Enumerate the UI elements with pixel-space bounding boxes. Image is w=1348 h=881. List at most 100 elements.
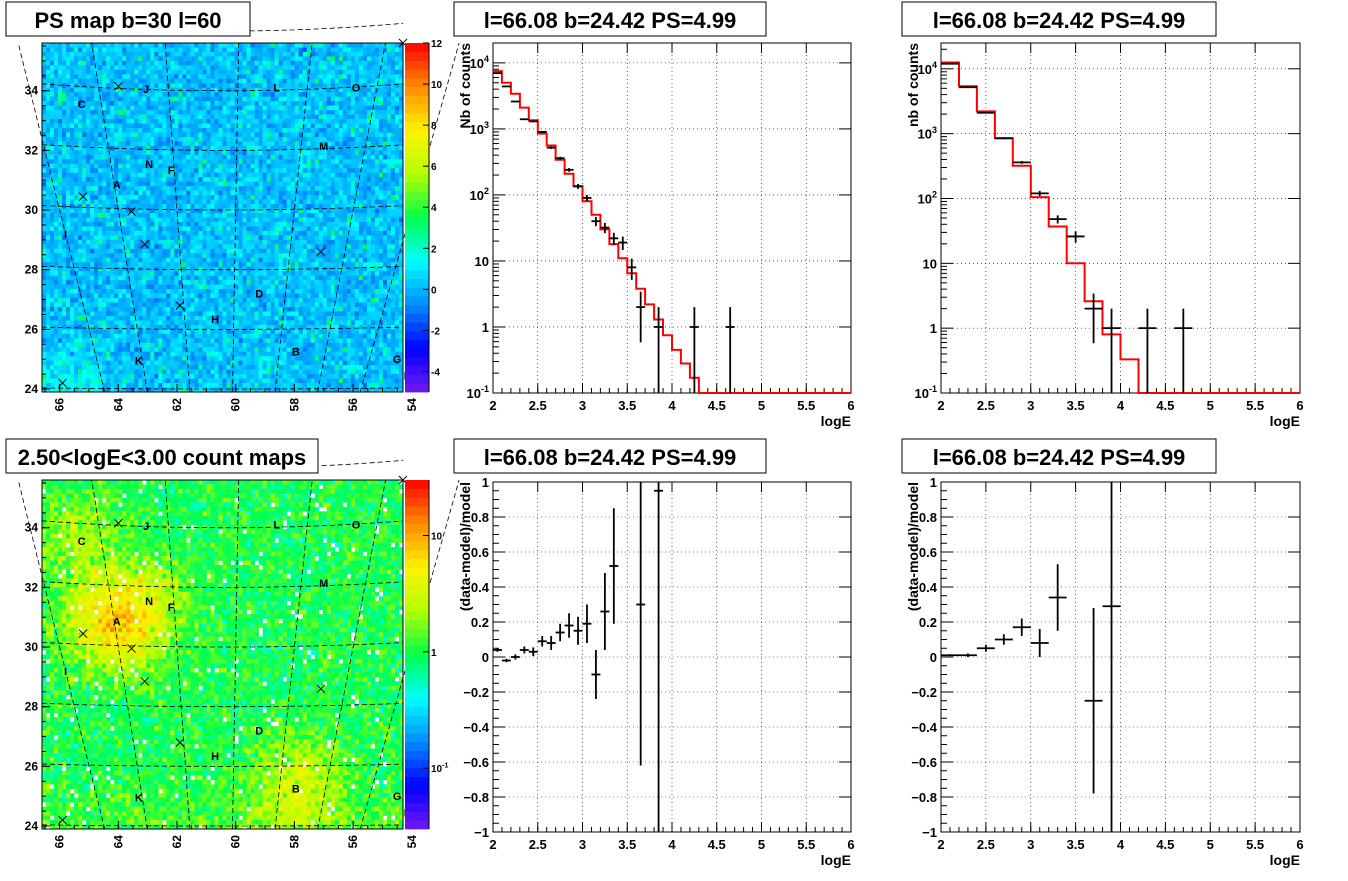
heatmap-cell [182, 172, 187, 178]
heatmap-cell [326, 226, 332, 232]
heatmap-cell [278, 271, 283, 276]
heatmap-cell [358, 190, 364, 196]
heatmap-cell [234, 271, 239, 276]
heatmap-cell [386, 230, 392, 236]
heatmap-cell [114, 114, 119, 120]
heatmap-cell [270, 280, 275, 285]
heatmap-cell [82, 204, 87, 209]
heatmap-cell [222, 284, 227, 290]
heatmap-cell [98, 69, 103, 75]
heatmap-cell [342, 132, 348, 138]
heatmap-cell [50, 280, 55, 285]
heatmap-cell [374, 105, 380, 111]
heatmap-cell [130, 280, 135, 285]
heatmap-cell [66, 226, 71, 232]
heatmap-cell [182, 56, 187, 62]
heatmap-cell [122, 181, 127, 187]
heatmap-cell [94, 163, 99, 169]
heatmap-cell [54, 87, 59, 93]
heatmap-cell [274, 96, 279, 102]
heatmap-cell [342, 65, 348, 71]
heatmap-cell [218, 190, 223, 196]
heatmap-cell [114, 284, 119, 290]
heatmap-cell [342, 172, 348, 178]
heatmap-cell [98, 248, 103, 254]
heatmap-cell [118, 92, 123, 97]
heatmap-cell [130, 289, 135, 294]
heatmap-cell [106, 248, 111, 254]
heatmap-cell [202, 114, 207, 120]
heatmap-cell [374, 244, 380, 250]
heatmap-cell [314, 119, 320, 124]
heatmap-cell [334, 132, 340, 138]
heatmap-cell [194, 235, 199, 241]
heatmap-cell [58, 190, 63, 196]
heatmap-cell [206, 226, 211, 232]
heatmap-cell [282, 92, 287, 97]
heatmap-cell [122, 289, 127, 294]
heatmap-cell [158, 230, 163, 236]
heatmap-cell [154, 92, 159, 97]
heatmap-cell [118, 47, 123, 53]
heatmap-cell [258, 145, 263, 151]
heatmap-cell [162, 248, 167, 254]
heatmap-cell [62, 190, 67, 196]
heatmap-cell [266, 204, 271, 209]
heatmap-cell [106, 262, 111, 268]
heatmap-cell [378, 284, 384, 290]
heatmap-cell [162, 289, 167, 294]
heatmap-cell [322, 168, 328, 174]
heatmap-cell [382, 154, 388, 160]
heatmap-cell [390, 181, 396, 187]
heatmap-cell [318, 96, 324, 102]
heatmap-cell [46, 266, 51, 272]
heatmap-cell [102, 253, 107, 259]
heatmap-cell [234, 87, 239, 93]
heatmap-cell [318, 56, 324, 62]
heatmap-cell [146, 69, 151, 75]
heatmap-cell [210, 199, 215, 205]
heatmap-cell [294, 195, 300, 200]
heatmap-cell [334, 92, 340, 97]
heatmap-cell [322, 132, 328, 138]
heatmap-cell [242, 78, 247, 84]
heatmap-cell [114, 60, 119, 66]
heatmap-cell [110, 128, 115, 133]
heatmap-cell [370, 204, 376, 209]
heatmap-cell [106, 114, 111, 120]
heatmap-cell [170, 226, 175, 232]
heatmap-cell [298, 43, 304, 48]
heatmap-cell [346, 114, 352, 120]
heatmap-cell [250, 56, 255, 62]
heatmap-cell [290, 280, 295, 285]
heatmap-cell [330, 266, 336, 272]
heatmap-cell [306, 92, 312, 97]
heatmap-cell [126, 230, 131, 236]
heatmap-cell [242, 284, 247, 290]
heatmap-cell [74, 248, 79, 254]
heatmap-cell [150, 244, 155, 250]
heatmap-cell [66, 47, 71, 53]
heatmap-cell [310, 163, 316, 169]
heatmap-cell [234, 239, 239, 245]
heatmap-cell [174, 78, 179, 84]
heatmap-cell [226, 101, 231, 106]
heatmap-cell [86, 60, 91, 66]
heatmap-cell [122, 110, 127, 115]
heatmap-cell [170, 172, 175, 178]
heatmap-cell [386, 110, 392, 115]
heatmap-cell [246, 244, 251, 250]
heatmap-cell [262, 221, 267, 227]
heatmap-cell [314, 136, 320, 142]
heatmap-cell [162, 253, 167, 259]
heatmap-cell [238, 145, 243, 151]
heatmap-cell [178, 289, 183, 294]
heatmap-cell [78, 221, 83, 227]
heatmap-cell [58, 199, 63, 205]
heatmap-cell [110, 43, 115, 48]
heatmap-cell [326, 213, 332, 218]
heatmap-cell [346, 248, 352, 254]
heatmap-cell [334, 271, 340, 276]
heatmap-cell [330, 87, 336, 93]
heatmap-cell [82, 69, 87, 75]
